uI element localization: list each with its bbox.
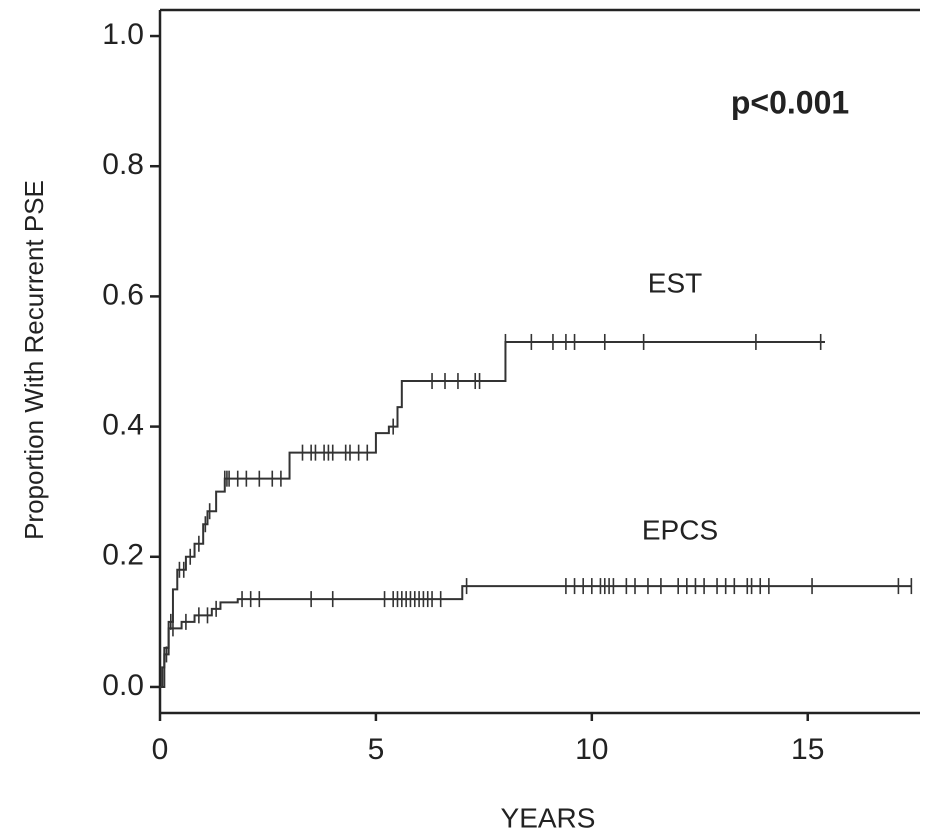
y-tick-label: 0.8 [102, 148, 144, 181]
x-tick-label: 0 [152, 733, 169, 766]
y-tick-label: 0.2 [102, 539, 144, 572]
x-tick-label: 10 [575, 733, 608, 766]
survival-curve [160, 585, 912, 688]
series-label: EST [648, 267, 702, 298]
y-tick-label: 0.6 [102, 278, 144, 311]
x-tick-label: 15 [791, 733, 824, 766]
y-tick-label: 0.0 [102, 669, 144, 702]
x-tick-label: 5 [368, 733, 385, 766]
series-label: EPCS [642, 514, 718, 545]
y-axis-label: Proportion With Recurrent PSE [19, 180, 49, 540]
survival-curve [160, 340, 825, 688]
y-tick-label: 0.4 [102, 409, 144, 442]
y-tick-label: 1.0 [102, 18, 144, 51]
p-value: p<0.001 [731, 84, 849, 120]
x-axis-label: YEARS [501, 802, 596, 833]
